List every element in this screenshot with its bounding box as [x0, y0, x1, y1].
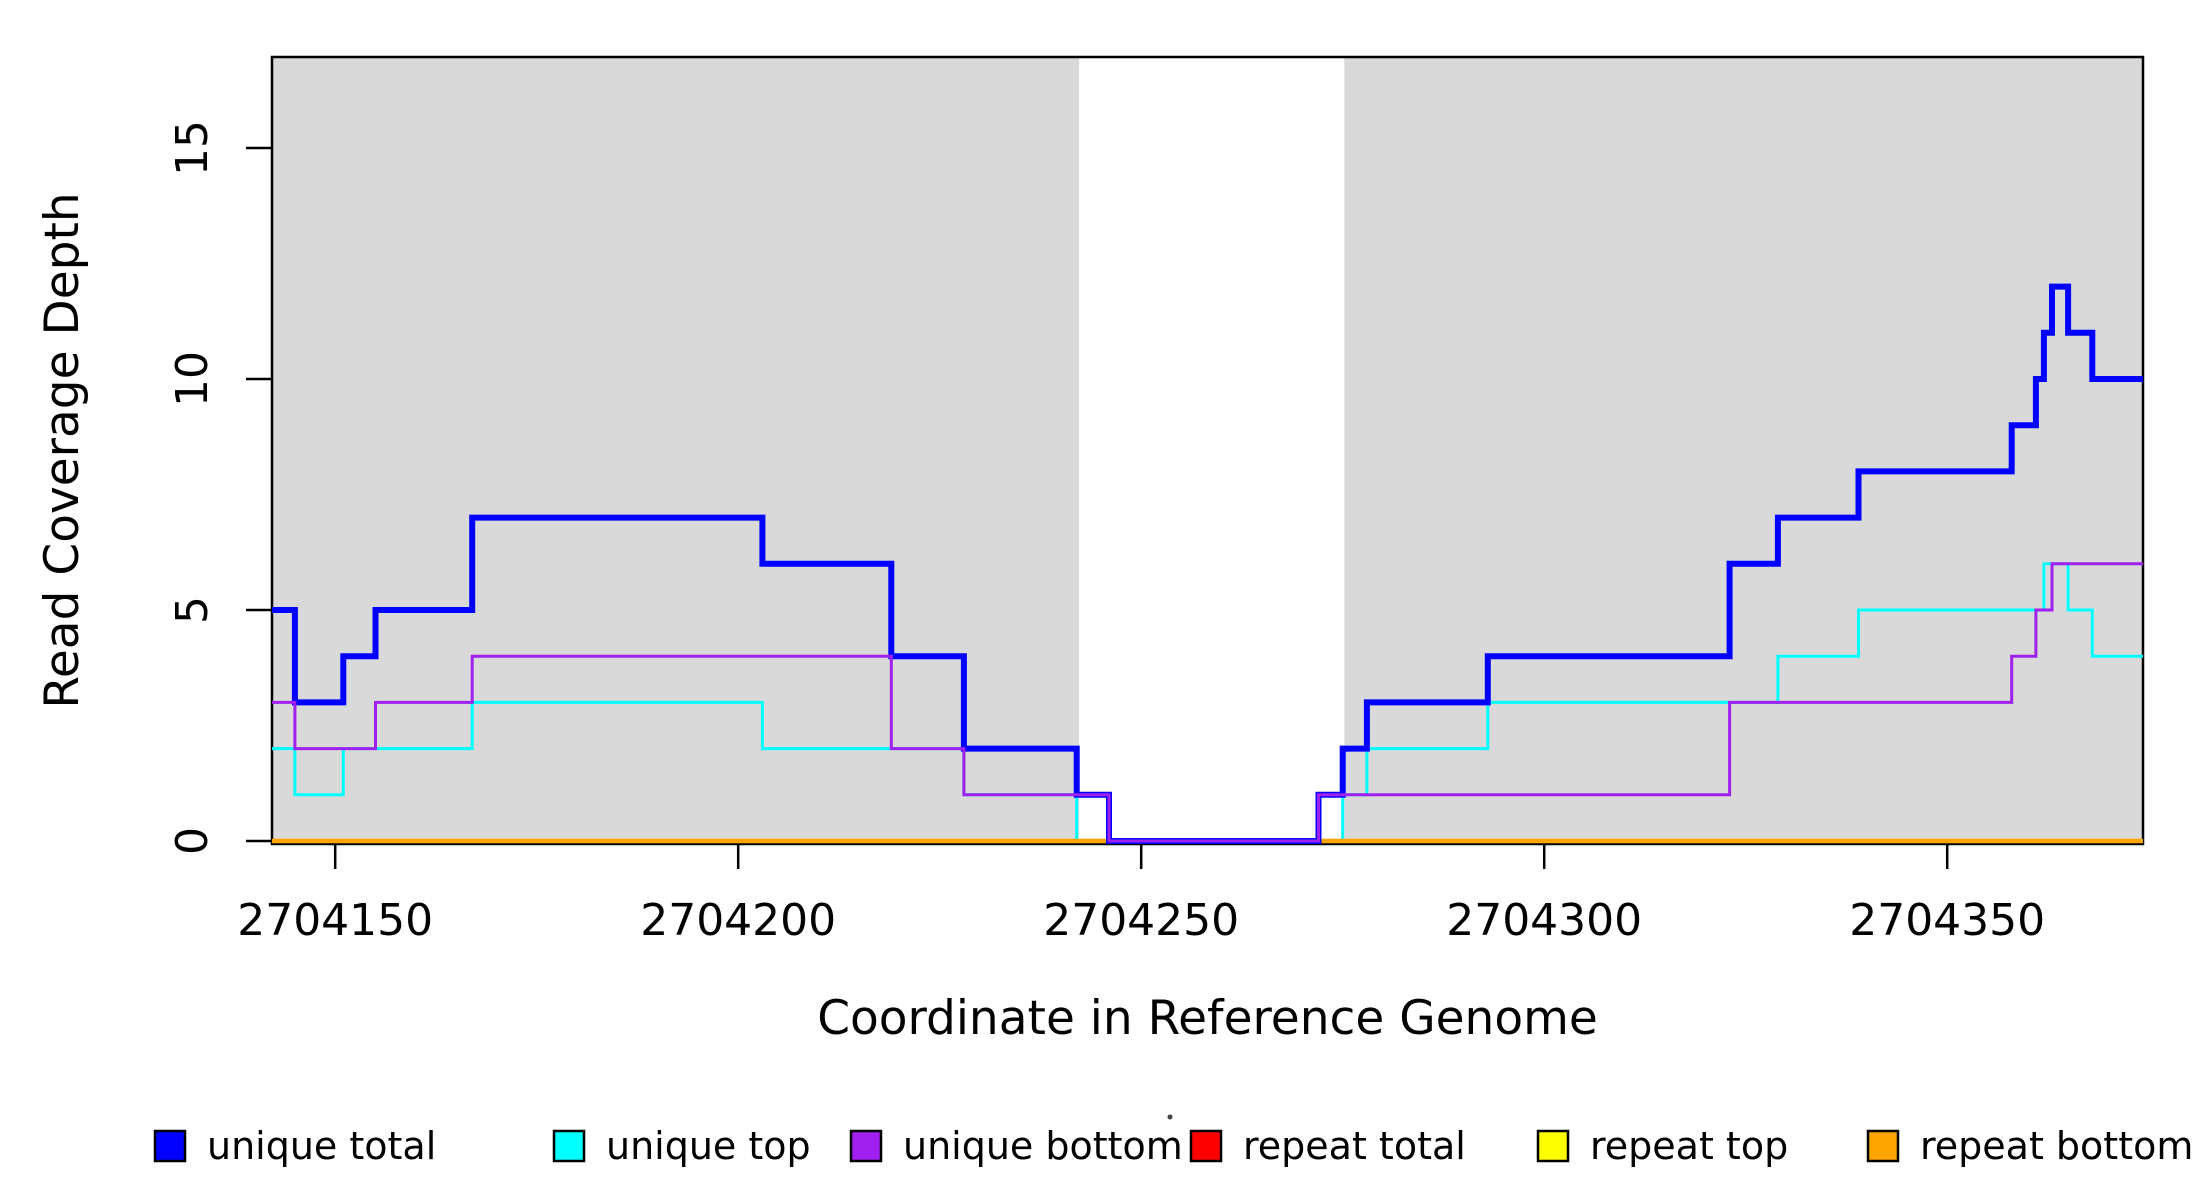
legend-label-repeat-total: repeat total: [1243, 1124, 1466, 1168]
legend-swatch-unique-top: [552, 1129, 586, 1163]
x-tick-label: 2704350: [1849, 895, 2045, 946]
shaded-region-1: [272, 57, 1080, 844]
series-line-unique-total: [272, 283, 2143, 844]
y-tick-label: 0: [167, 827, 218, 855]
legend-swatch-unique-total: [153, 1129, 187, 1163]
legend-label-unique-bottom: unique bottom: [903, 1124, 1183, 1168]
series-line-unique-bottom: [272, 562, 2143, 843]
y-tick-label: 10: [167, 351, 218, 407]
y-tick-label: 15: [167, 120, 218, 176]
shaded-region-2: [1344, 57, 2143, 844]
y-axis-title: Read Coverage Depth: [35, 192, 90, 708]
x-axis-title: Coordinate in Reference Genome: [817, 991, 1598, 1046]
x-tick-label: 2704250: [1043, 895, 1239, 946]
y-tick-label: 5: [167, 596, 218, 624]
stray-dot-artifact: [1167, 1114, 1173, 1120]
legend-swatch-unique-bottom: [849, 1129, 883, 1163]
legend-swatch-repeat-total: [1189, 1129, 1223, 1163]
legend-label-repeat-top: repeat top: [1590, 1124, 1788, 1168]
x-tick-label: 2704200: [640, 895, 836, 946]
legend-swatch-repeat-bottom: [1866, 1129, 1900, 1163]
legend-label-unique-total: unique total: [207, 1124, 436, 1168]
legend-label-repeat-bottom: repeat bottom: [1920, 1124, 2193, 1168]
legend-label-unique-top: unique top: [606, 1124, 811, 1168]
x-tick-label: 2704300: [1446, 895, 1642, 946]
x-tick-label: 2704150: [237, 895, 433, 946]
legend-swatch-repeat-top: [1536, 1129, 1570, 1163]
